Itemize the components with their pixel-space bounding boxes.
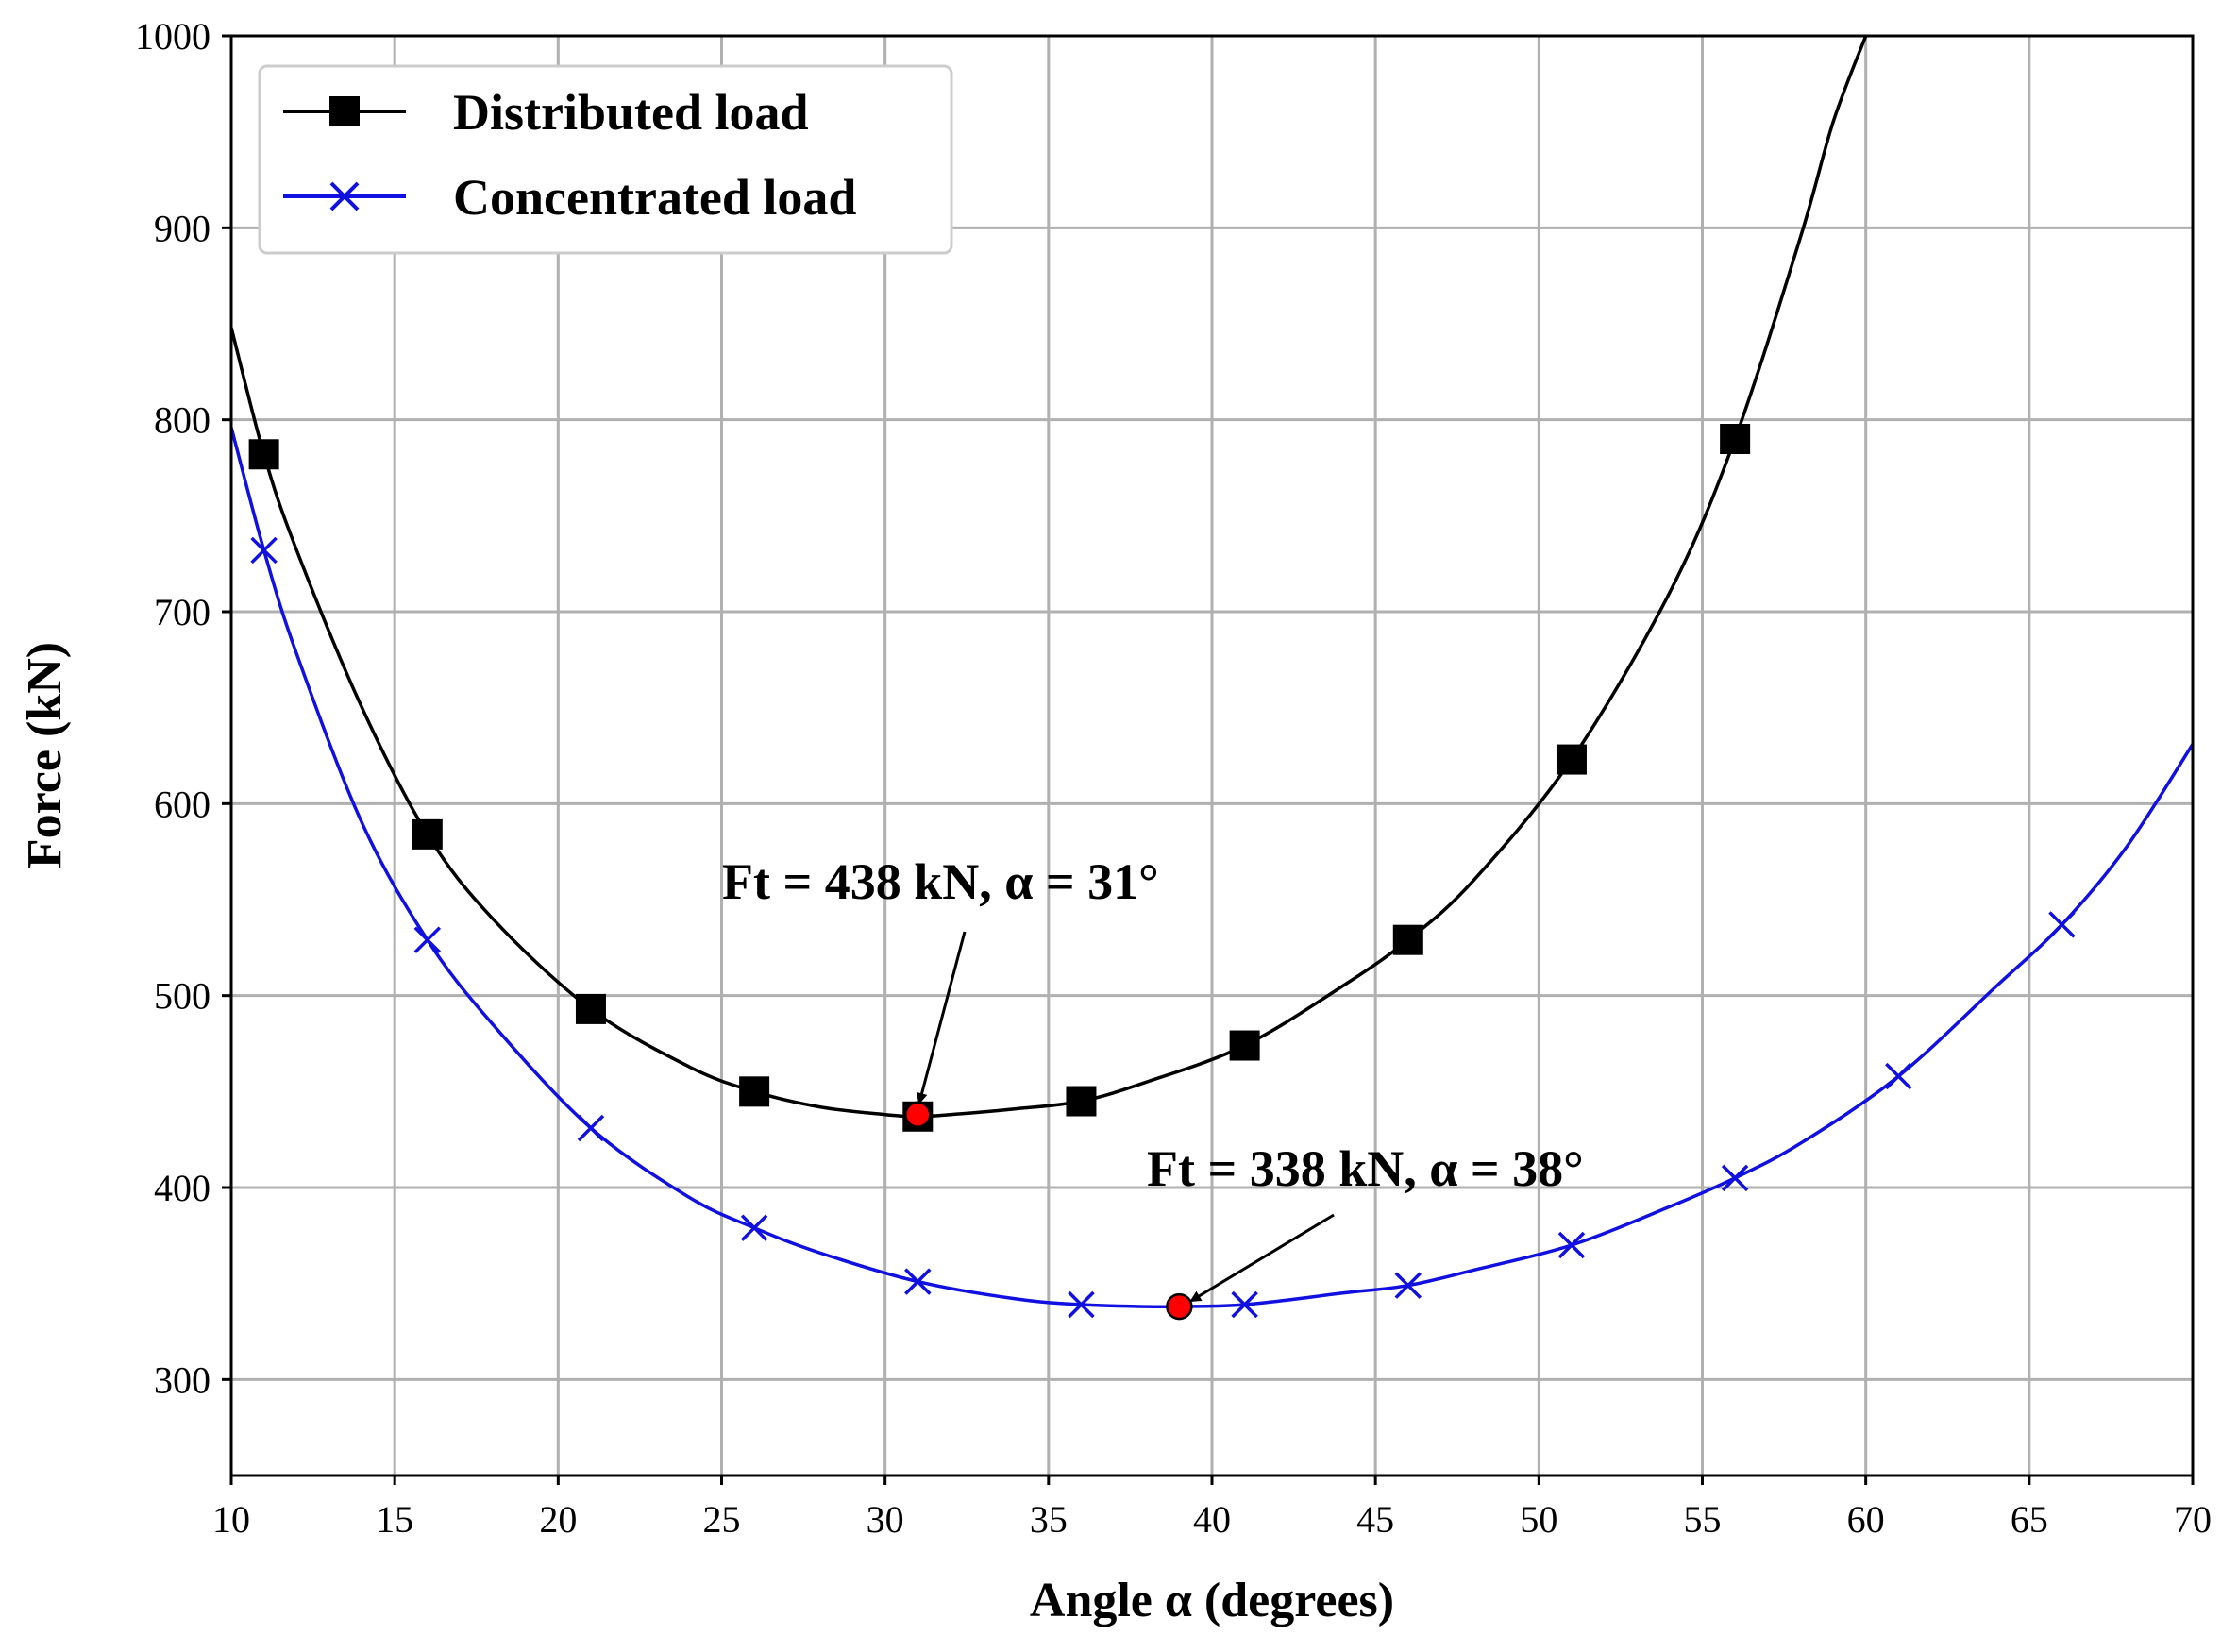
- data-point-concentrated: [904, 1268, 932, 1295]
- legend-label-concentrated: Concentrated load: [453, 169, 856, 226]
- data-point-concentrated: [1885, 1062, 1912, 1090]
- x-tick-label: 10: [212, 1498, 250, 1541]
- minimum-point: [904, 1101, 932, 1128]
- annotation-label-concentrated: Ft = 338 kN, α = 38°: [1147, 1140, 1584, 1197]
- annotation-arrow-distributed: [916, 931, 967, 1104]
- legend-marker-distributed: [329, 96, 360, 126]
- legend-box: [258, 64, 953, 255]
- x-tick-label: 45: [1356, 1498, 1394, 1541]
- x-tick-label: 55: [1684, 1498, 1722, 1541]
- data-point-concentrated: [1068, 1290, 1095, 1319]
- y-tick-label: 500: [154, 975, 210, 1018]
- x-tick-label: 50: [1520, 1498, 1557, 1541]
- x-tick-label: 65: [2011, 1498, 2048, 1541]
- x-tick-label: 25: [703, 1498, 741, 1541]
- data-point-concentrated: [577, 1114, 605, 1142]
- data-point-concentrated: [413, 926, 442, 953]
- legend-marker-concentrated: [329, 181, 360, 211]
- y-tick-label: 900: [154, 207, 210, 249]
- x-tick-label: 40: [1193, 1498, 1231, 1541]
- x-tick-label: 70: [2174, 1498, 2212, 1541]
- y-axis-ticks: 300 400 500 600 700 800 900 1000: [135, 15, 231, 1401]
- x-tick-label: 60: [1847, 1498, 1885, 1541]
- series-line-distributed: [231, 36, 1868, 1119]
- data-point-distributed: [739, 1076, 770, 1107]
- data-point-distributed: [1720, 424, 1751, 454]
- grid: [229, 34, 2195, 1475]
- y-tick-label: 700: [154, 591, 210, 633]
- annotation-concentrated-minimum: Ft = 338 kN, α = 38°: [1147, 1140, 1584, 1303]
- data-point-concentrated: [1557, 1231, 1586, 1259]
- y-tick-label: 300: [154, 1358, 210, 1401]
- x-tick-label: 20: [539, 1498, 577, 1541]
- annotation-arrow-concentrated: [1189, 1213, 1335, 1303]
- y-tick-label: 1000: [135, 15, 210, 58]
- data-point-distributed: [575, 993, 606, 1024]
- y-axis-title: Force (kN): [18, 642, 72, 868]
- x-axis-title: Angle α (degrees): [1030, 1574, 1394, 1627]
- data-point-distributed: [248, 439, 279, 470]
- annotation-label-distributed: Ft = 438 kN, α = 31°: [722, 853, 1159, 910]
- minimum-point: [1166, 1292, 1193, 1321]
- data-point-concentrated: [250, 536, 278, 565]
- data-point-distributed: [1229, 1030, 1260, 1061]
- data-point-concentrated: [2048, 911, 2076, 938]
- annotation-distributed-minimum: Ft = 438 kN, α = 31°: [722, 853, 1159, 1104]
- highlight-points: [904, 1101, 1193, 1321]
- data-point-distributed: [1556, 744, 1587, 775]
- data-point-distributed: [1066, 1086, 1097, 1117]
- data-point-concentrated: [1721, 1164, 1749, 1192]
- y-tick-label: 800: [154, 399, 210, 442]
- x-tick-label: 35: [1030, 1498, 1068, 1541]
- series-markers: [248, 424, 2076, 1319]
- y-tick-label: 400: [154, 1167, 210, 1209]
- legend-label-distributed: Distributed load: [453, 84, 809, 141]
- x-tick-label: 15: [376, 1498, 413, 1541]
- legend: Distributed load Concentrated load: [258, 64, 953, 255]
- x-axis-ticks: 10 15 20 25 30 35 40 45 50 55 60 65 70: [212, 1475, 2212, 1541]
- data-point-concentrated: [1394, 1272, 1422, 1299]
- data-point-concentrated: [740, 1214, 768, 1241]
- y-tick-label: 600: [154, 783, 210, 825]
- data-point-concentrated: [1231, 1290, 1258, 1319]
- data-point-distributed: [412, 818, 443, 850]
- data-point-distributed: [1392, 924, 1423, 955]
- x-tick-label: 30: [867, 1498, 904, 1541]
